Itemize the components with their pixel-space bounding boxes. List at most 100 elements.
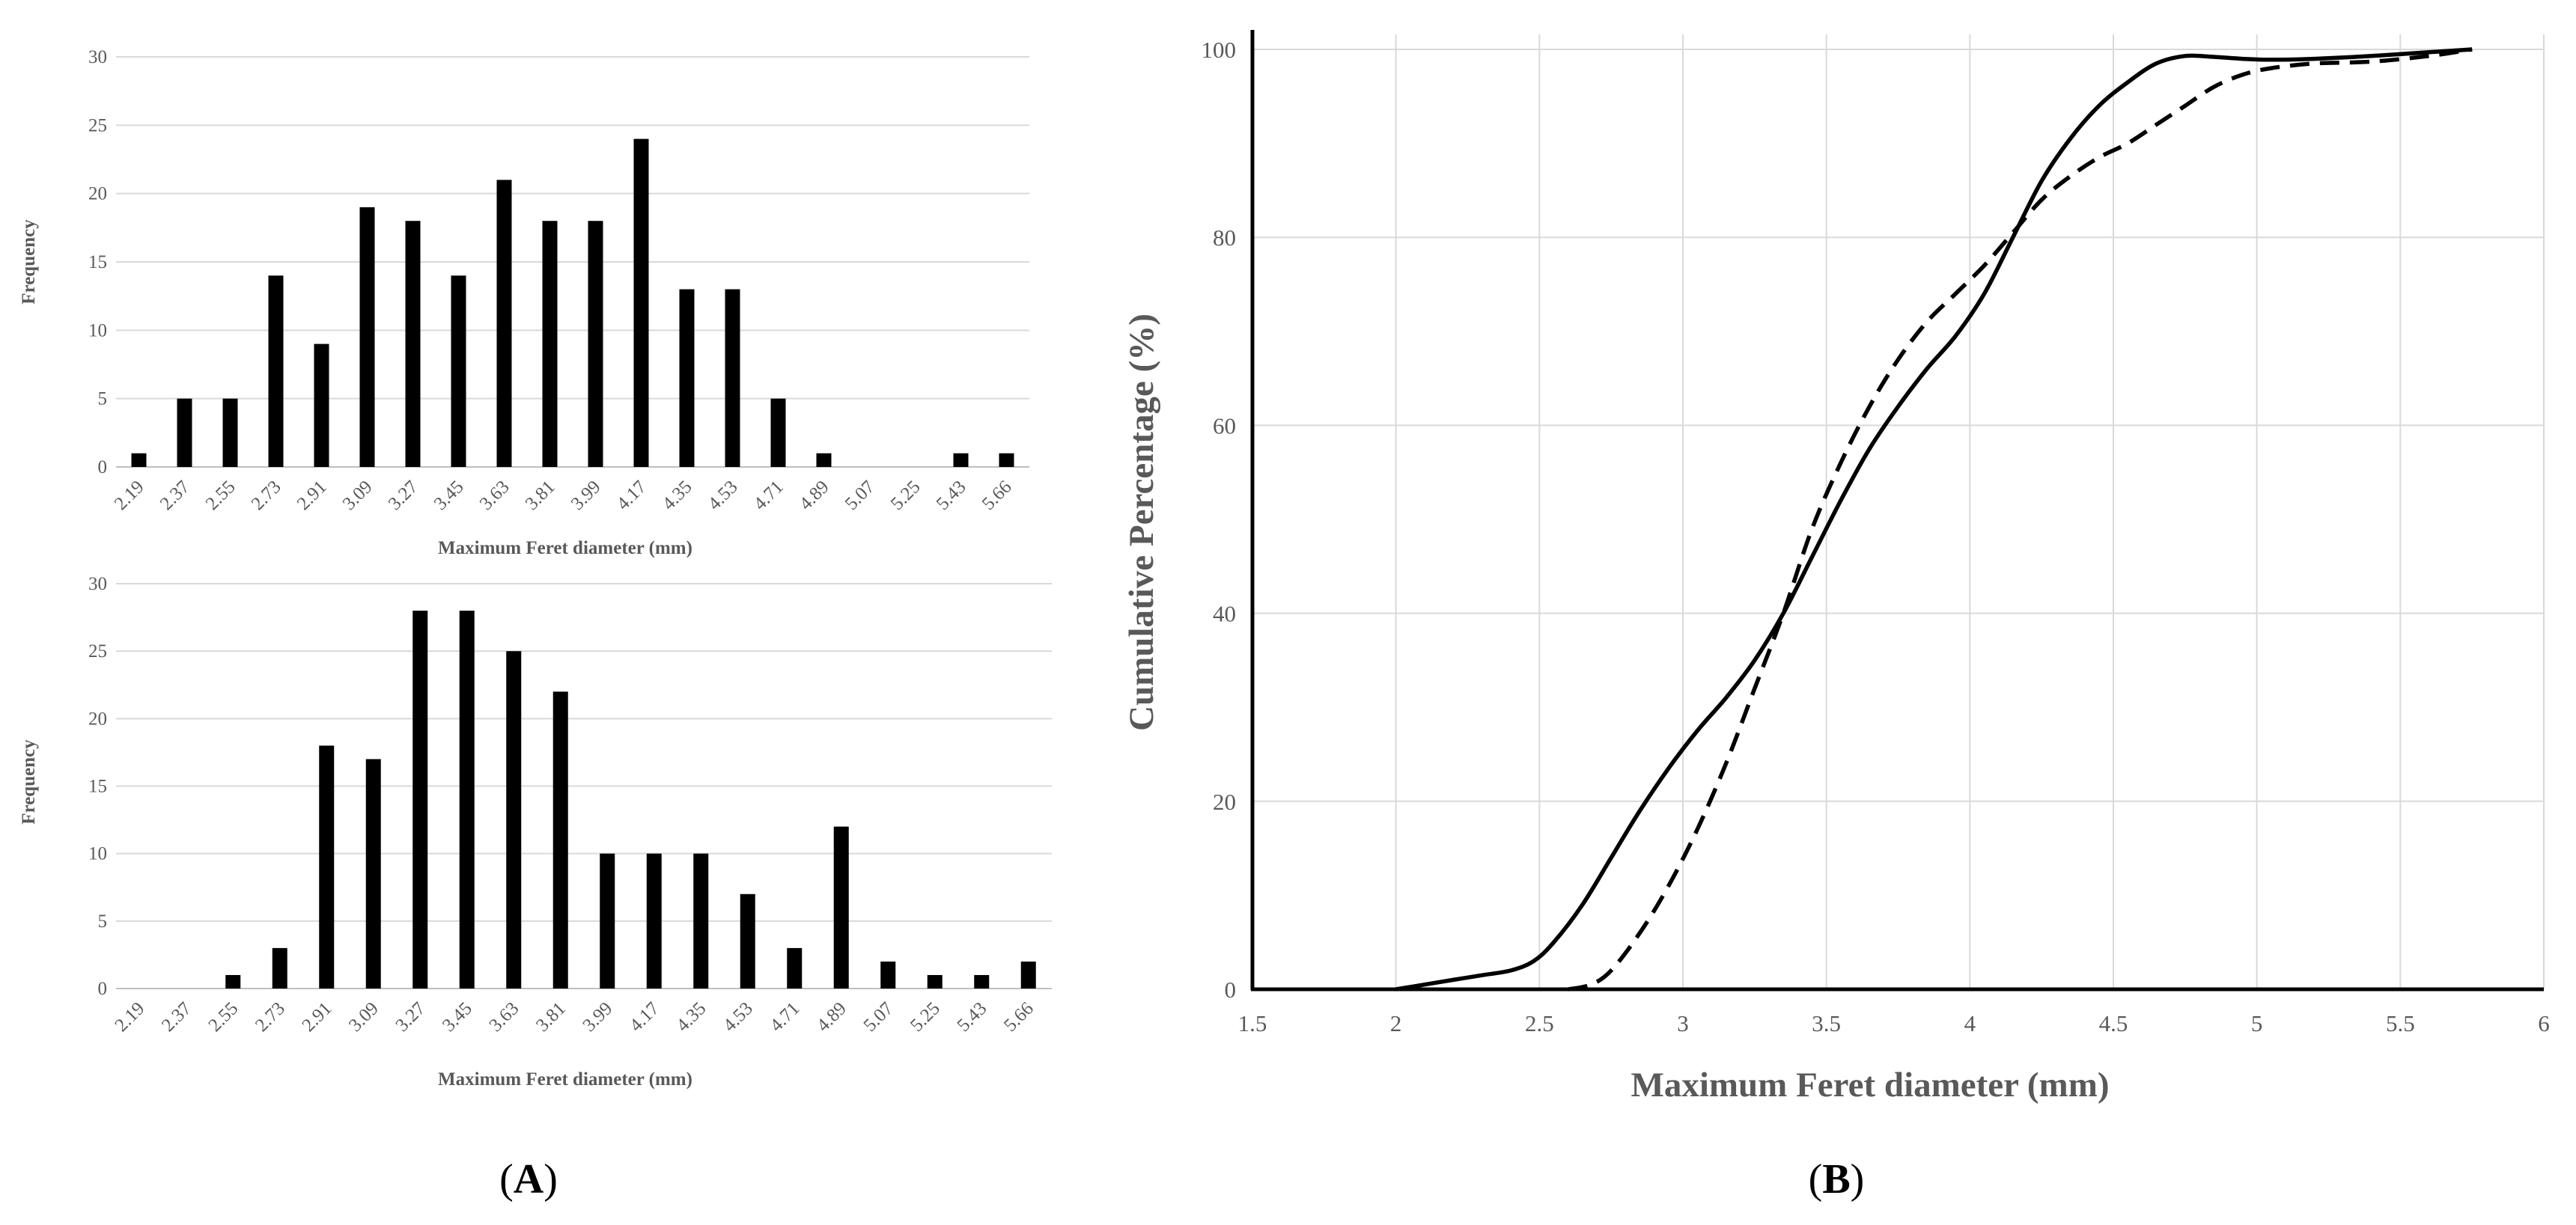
histogram-top-bar [451,275,466,467]
cumulative-series-solid [1395,47,2473,992]
histogram-bottom-bar [459,611,475,989]
cumulative-series-dashed [1568,47,2473,992]
cumulative-chart: 0 20 40 60 80 100 1.5 2 2.5 3 3.5 4 4.5 5 5.5 6 Maximu… [1122,30,2550,1105]
histogram-bottom-xtick-label: 3.63 [485,998,523,1036]
histogram-top-ytick-label: 30 [88,47,107,67]
histogram-top-xtick-label: 3.63 [476,477,514,514]
cumulative-chart-ytick-label: 20 [1213,789,1236,815]
histogram-top-bar [816,453,832,467]
histogram-top-xtick-label: 3.45 [430,477,468,514]
histogram-bottom-xlabel: Maximum Feret diameter (mm) [438,1069,692,1090]
histogram-top-bar [359,207,375,467]
histogram-bottom-ytick-label: 15 [88,777,107,797]
cumulative-chart-xtick-label: 3.5 [1812,1010,1841,1036]
histogram-top-xtick-label: 3.09 [339,477,377,514]
histogram-bottom-bar [974,974,990,989]
histogram-top-ylabel: Frequency [19,219,39,305]
histogram-top-bar [999,453,1014,467]
histogram-top-ytick-label: 25 [88,115,107,135]
histogram-top-xtick-label: 2.37 [156,477,194,514]
panel-label-b: (B) [1809,1156,1865,1203]
histogram-bottom-xtick-label: 3.09 [345,998,383,1036]
histogram-top-ytick-label: 10 [88,320,107,340]
histogram-bottom-xtick-label: 2.91 [298,998,335,1036]
cumulative-chart-xtick-label: 5 [2251,1010,2263,1036]
histogram-bottom-bar [833,826,849,989]
histogram-bottom-bar [319,745,335,989]
histogram-top-bar [633,138,649,467]
histogram-top-ytick-label: 5 [98,389,108,409]
histogram-bottom-bar [600,853,615,989]
histogram-bottom-bar [1020,961,1036,989]
cumulative-chart-xtick-label: 4 [1964,1010,1976,1036]
histogram-top-bar [268,275,284,467]
histogram-top-xtick-label: 4.53 [704,477,742,514]
histogram-bottom-bar [365,759,381,989]
histogram-bottom-bar [506,651,522,989]
histogram-bottom-bar [552,691,568,989]
histogram-bottom-ytick-label: 10 [88,844,107,864]
histogram-top-xtick-label: 5.66 [978,477,1016,514]
histogram-bottom-xtick-label: 2.37 [158,998,195,1036]
histogram-top-bar [405,221,421,467]
histogram-bottom-ytick-label: 20 [88,709,107,729]
histogram-bottom-xtick-label: 2.73 [252,998,289,1036]
histogram-top-xtick-label: 2.91 [293,477,331,514]
histogram-bottom-bar [927,974,943,989]
cumulative-chart-xtick-label: 2 [1390,1010,1402,1036]
histogram-top-ytick-label: 0 [98,457,108,477]
cumulative-chart-ytick-label: 80 [1213,224,1236,251]
histogram-top-bar [953,453,969,467]
histogram-bottom-xtick-label: 4.17 [626,998,663,1036]
histogram-top-bar [725,289,740,467]
histogram-bottom-xtick-label: 4.89 [813,998,850,1036]
histogram-top-xtick-label: 5.25 [887,477,925,514]
cumulative-chart-xtick-label: 3 [1677,1010,1689,1036]
histogram-bottom-xtick-label: 4.53 [719,998,757,1036]
histogram-bottom-bar [787,947,803,989]
histogram-bottom-bar [225,974,241,989]
cumulative-chart-xtick-label: 1.5 [1238,1010,1267,1036]
histogram-top-xtick-label: 5.07 [841,477,879,514]
histogram-bottom-ytick-label: 30 [88,574,107,594]
histogram-bottom-xtick-label: 2.19 [111,998,148,1036]
histogram-bottom-bar [646,853,662,989]
histogram-bottom-bar [412,611,428,989]
panel-label-a: (A) [499,1156,558,1203]
histogram-top-bar [679,289,695,467]
histogram-top-bar [496,180,512,467]
cumulative-chart-xtick-label: 5.5 [2386,1010,2415,1036]
histogram-top-xtick-label: 4.71 [750,477,788,514]
histogram-bottom-xtick-label: 5.43 [953,998,990,1036]
cumulative-chart-ytick-label: 100 [1202,37,1237,63]
cumulative-chart-xtick-label: 2.5 [1525,1010,1554,1036]
histogram-top-xtick-label: 2.19 [111,477,148,514]
histogram-top-bar [770,398,786,467]
histogram-top-bar [177,398,192,467]
histogram-bottom-bar [740,893,755,989]
histogram-top-xtick-label: 2.55 [202,477,240,514]
histogram-bottom-xtick-label: 4.35 [672,998,710,1036]
histogram-bottom-bar [880,961,896,989]
histogram-bottom-xtick-label: 5.07 [859,998,897,1036]
histogram-top-xtick-label: 4.17 [613,477,651,514]
histogram-bottom: 0 5 10 15 20 25 30 2.19 2.37 2.55 2.73 2.91 3.09 3.2… [19,574,1052,1090]
histogram-bottom-xtick-label: 2.55 [204,998,242,1036]
histogram-top-xlabel: Maximum Feret diameter (mm) [438,538,692,558]
histogram-top-ytick-label: 20 [88,184,107,204]
histogram-top-xtick-label: 4.89 [796,477,833,514]
histogram-bottom-xtick-label: 3.99 [579,998,616,1036]
histogram-bottom-ylabel: Frequency [19,739,39,825]
histogram-bottom-bar [693,853,709,989]
histogram-top-xtick-label: 2.73 [248,477,285,514]
histogram-top-bar [588,221,603,467]
histogram-top-xtick-label: 3.99 [567,477,605,514]
histogram-top-xtick-label: 5.43 [933,477,970,514]
histogram-bottom-ytick-label: 25 [88,641,107,662]
histogram-top-xtick-label: 4.35 [659,477,696,514]
histogram-bottom-xtick-label: 4.71 [766,998,803,1036]
histogram-top-ytick-label: 15 [88,252,107,272]
histogram-top-bar [314,343,329,467]
histogram-top-bar [222,398,238,467]
